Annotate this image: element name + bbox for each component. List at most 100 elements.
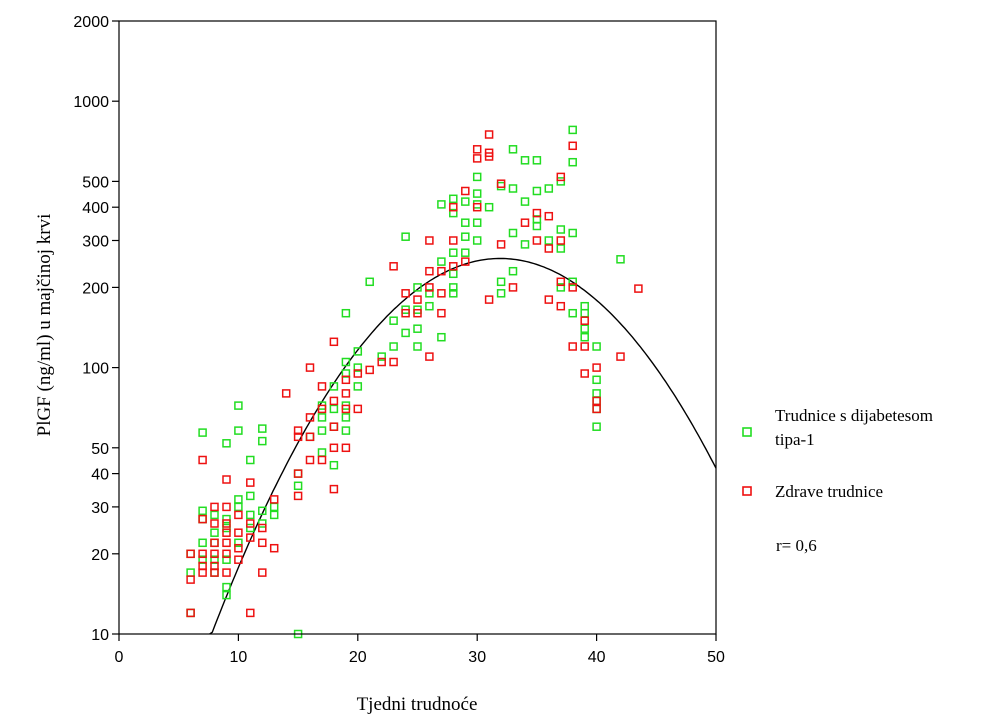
data-point	[580, 324, 589, 333]
data-point	[532, 236, 542, 245]
data-point	[508, 283, 518, 292]
data-point	[293, 432, 303, 442]
data-point	[496, 289, 506, 298]
series-1	[186, 125, 625, 639]
data-point	[234, 401, 243, 410]
data-point	[592, 363, 601, 372]
data-point	[401, 328, 410, 338]
data-point	[592, 396, 601, 406]
data-point	[365, 277, 374, 287]
data-point	[508, 266, 518, 276]
data-point	[246, 510, 255, 520]
data-point	[222, 519, 231, 528]
data-point	[508, 228, 518, 238]
data-point	[472, 154, 482, 163]
data-point	[437, 308, 446, 318]
data-point	[496, 181, 506, 191]
data-point	[437, 266, 446, 276]
data-point	[472, 172, 482, 182]
data-point	[186, 575, 195, 584]
data-point	[222, 549, 231, 559]
data-point	[222, 523, 231, 533]
data-point	[592, 404, 601, 414]
data-point	[437, 257, 446, 266]
data-point	[401, 289, 410, 298]
data-point	[234, 528, 243, 537]
data-point	[437, 200, 446, 209]
data-point	[210, 510, 219, 520]
data-point	[341, 443, 351, 453]
data-point	[246, 608, 255, 618]
y-tick-label: 200	[82, 280, 109, 297]
data-point	[246, 523, 255, 533]
data-point	[317, 448, 327, 457]
data-point	[353, 404, 363, 414]
data-point	[425, 283, 434, 292]
x-tick-label: 10	[230, 649, 248, 666]
data-point	[329, 422, 339, 431]
data-point	[258, 523, 267, 533]
data-point	[210, 549, 219, 559]
data-point	[341, 389, 351, 398]
y-tick-label: 40	[91, 467, 109, 484]
data-point	[508, 184, 518, 193]
data-point	[592, 396, 601, 406]
data-point	[293, 469, 303, 478]
data-point	[258, 538, 267, 548]
data-point	[461, 232, 470, 241]
data-point	[484, 148, 494, 158]
data-point	[377, 352, 386, 361]
data-point	[198, 549, 207, 559]
data-point	[222, 528, 231, 537]
data-point	[222, 555, 231, 564]
data-point	[269, 502, 279, 512]
data-point	[258, 519, 267, 528]
data-point	[616, 352, 625, 361]
data-point	[413, 308, 422, 318]
data-point	[234, 495, 243, 504]
data-point	[210, 528, 219, 537]
data-point	[305, 455, 315, 465]
data-point	[258, 436, 267, 446]
data-point	[329, 422, 339, 431]
x-tick-label: 20	[349, 649, 367, 666]
data-point	[198, 538, 207, 548]
y-axis-title: PlGF (ng/ml) u majčinoj krvi	[34, 214, 55, 437]
data-point	[246, 491, 255, 501]
data-point	[305, 432, 315, 442]
data-point	[520, 218, 530, 227]
data-point	[472, 202, 482, 212]
data-point	[341, 357, 351, 367]
data-point	[186, 549, 195, 559]
data-point	[210, 538, 219, 548]
data-point	[353, 369, 363, 378]
data-point	[186, 608, 195, 618]
data-point	[592, 342, 601, 351]
data-point	[198, 514, 207, 524]
data-point	[449, 236, 458, 245]
data-point	[222, 568, 231, 577]
data-point	[544, 236, 554, 245]
data-point	[305, 363, 315, 372]
data-point	[484, 202, 494, 212]
data-point	[186, 568, 195, 577]
data-point	[234, 426, 243, 435]
data-point	[520, 197, 530, 206]
data-point	[449, 194, 458, 204]
y-tick-label: 50	[91, 441, 109, 458]
data-point	[389, 357, 398, 367]
data-point	[568, 157, 577, 167]
data-point	[198, 514, 207, 524]
data-point	[401, 232, 410, 241]
data-point	[556, 225, 566, 234]
data-point	[353, 382, 363, 391]
data-point	[234, 510, 243, 520]
data-point	[258, 506, 267, 516]
data-point	[186, 608, 195, 618]
data-point	[198, 455, 207, 465]
data-point	[246, 478, 255, 487]
data-point	[556, 244, 566, 253]
data-point	[329, 460, 339, 470]
data-point	[246, 519, 255, 528]
